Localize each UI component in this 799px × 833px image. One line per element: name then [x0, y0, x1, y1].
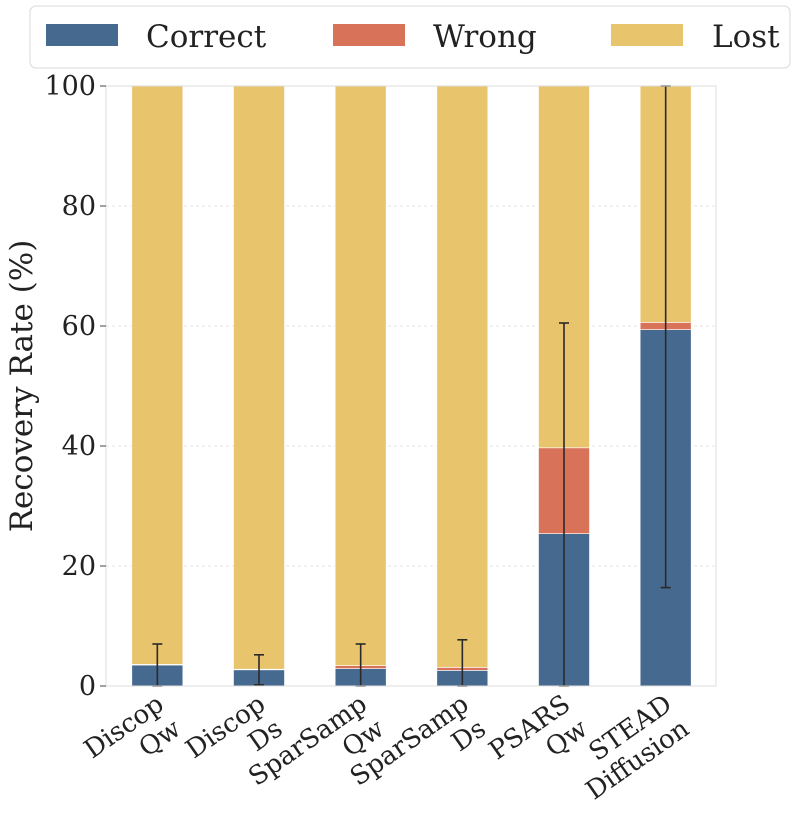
x-label-discop-qw: DiscopQw	[79, 689, 187, 789]
bars	[131, 85, 692, 687]
y-tick-label-100: 100	[44, 71, 96, 102]
legend-swatch-wrong	[333, 24, 405, 46]
gridlines	[106, 85, 716, 567]
error-bars	[152, 85, 671, 687]
plot-frame	[105, 85, 717, 687]
x-label-text-discop-qw: DiscopQw	[79, 689, 187, 789]
y-tick-labels: 0 20 40 60 80 100	[44, 71, 106, 702]
legend-box	[29, 5, 791, 69]
legend-swatch-correct	[46, 24, 118, 46]
y-tick-label-0: 0	[79, 671, 96, 702]
x-label-text-stead-diffusion: STEADDiffusion	[563, 689, 695, 806]
y-tick-label-40: 40	[62, 431, 96, 462]
x-category-labels: DiscopQwDiscopDsSparSampQwSparSampDsPSAR…	[79, 689, 695, 806]
bar-discop-ds-lost	[233, 85, 285, 670]
legend-swatch-lost	[611, 24, 683, 46]
x-label-text-psars-qw: PSARSQw	[484, 689, 593, 791]
bar-sparsamp-qw-lost	[334, 85, 387, 666]
legend-label-lost: Lost	[712, 19, 780, 55]
legend-label-correct: Correct	[146, 19, 267, 55]
y-axis-title: Recovery Rate (%)	[4, 240, 40, 533]
bar-discop-qw-lost	[131, 85, 184, 665]
y-tick-label-80: 80	[62, 191, 96, 222]
legend: Correct Wrong Lost	[29, 5, 791, 69]
y-tick-label-60: 60	[62, 311, 96, 342]
y-tick-label-20: 20	[62, 551, 96, 582]
x-label-stead-diffusion: STEADDiffusion	[563, 689, 695, 806]
axes	[105, 85, 717, 687]
legend-label-wrong: Wrong	[433, 19, 537, 55]
bar-sparsamp-ds-lost	[436, 85, 489, 668]
x-label-psars-qw: PSARSQw	[484, 689, 593, 791]
